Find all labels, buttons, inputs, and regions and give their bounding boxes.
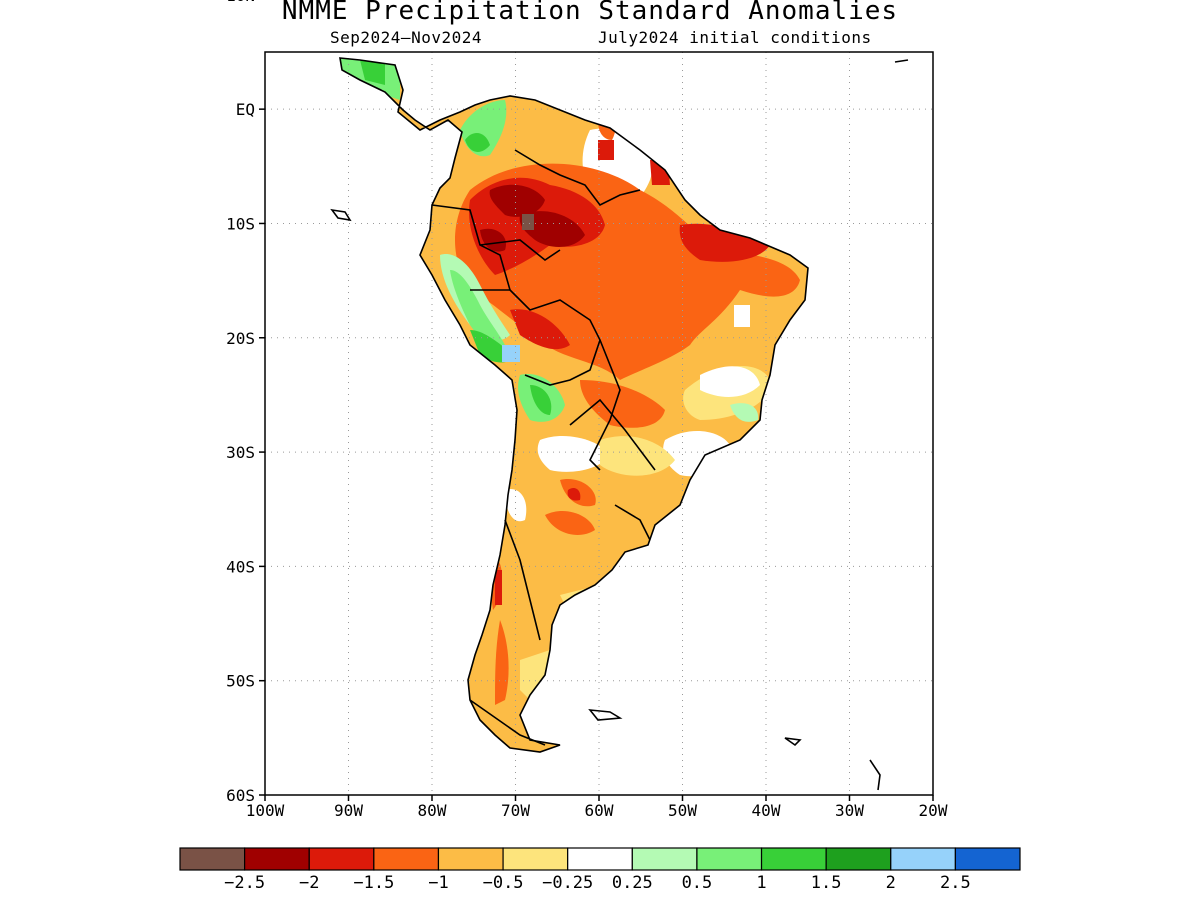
forecast-period: Sep2024–Nov2024 bbox=[330, 28, 482, 47]
colorbar-label: 1.5 bbox=[811, 873, 842, 893]
lon-tick-label: 60W bbox=[585, 801, 614, 820]
lat-tick-label: 20S bbox=[226, 329, 255, 348]
colorbar-swatch bbox=[760, 847, 827, 871]
colorbar-swatch bbox=[696, 847, 763, 871]
colorbar-labels: −2.5 −2 −1.5 −1 −0.5 −0.25 0.25 0.5 1 1.5 2 2.5 bbox=[224, 873, 971, 893]
lat-tick-label: 30S bbox=[226, 443, 255, 462]
lat-tick-label: 10S bbox=[226, 214, 255, 233]
colorbar-label: −1.5 bbox=[353, 873, 394, 893]
colorbar-swatch bbox=[890, 847, 956, 871]
lon-tick-label: 100W bbox=[246, 801, 285, 820]
lon-tick-label: 40W bbox=[752, 801, 781, 820]
colorbar-swatch bbox=[954, 847, 1021, 871]
colorbar-label: −0.5 bbox=[483, 873, 524, 893]
lon-tick-label: 50W bbox=[668, 801, 697, 820]
coastlines bbox=[330, 57, 909, 791]
colorbar-swatch bbox=[502, 847, 569, 871]
colorbar-swatch bbox=[179, 847, 246, 871]
lon-tick-label: 30W bbox=[835, 801, 864, 820]
colorbar-label: −2 bbox=[299, 873, 319, 893]
colorbar-swatch bbox=[437, 847, 504, 871]
colorbar-label: 2 bbox=[886, 873, 896, 893]
lat-tick-label: 10N bbox=[226, 0, 255, 5]
lon-tick-label: 70W bbox=[501, 801, 530, 820]
lon-tick-label: 90W bbox=[334, 801, 363, 820]
colorbar-label: −2.5 bbox=[224, 873, 265, 893]
colorbar-swatch bbox=[567, 847, 633, 871]
lon-tick-label: 20W bbox=[919, 801, 948, 820]
colorbar-label: 1 bbox=[756, 873, 766, 893]
initial-conditions: July2024 initial conditions bbox=[598, 28, 872, 47]
colorbar-label: −0.25 bbox=[542, 873, 593, 893]
colorbar bbox=[179, 847, 1021, 871]
colorbar-label: 0.5 bbox=[682, 873, 713, 893]
colorbar-swatch bbox=[244, 847, 310, 871]
colorbar-label: −1 bbox=[428, 873, 448, 893]
colorbar-swatch bbox=[373, 847, 440, 871]
longitude-axis: 100W 90W 80W 70W 60W 50W 40W 30W 20W bbox=[246, 795, 948, 820]
latitude-axis: 10N EQ 10S 20S 30S 40S 50S 60S bbox=[226, 0, 265, 805]
colorbar-label: 0.25 bbox=[612, 873, 653, 893]
map-title: NMME Precipitation Standard Anomalies bbox=[281, 0, 899, 26]
lat-tick-label: 50S bbox=[226, 672, 255, 691]
lat-tick-label: EQ bbox=[236, 100, 255, 119]
colorbar-swatch bbox=[825, 847, 892, 871]
lat-tick-label: 40S bbox=[226, 557, 255, 576]
colorbar-swatch bbox=[631, 847, 698, 871]
lon-tick-label: 80W bbox=[418, 801, 447, 820]
colorbar-label: 2.5 bbox=[940, 873, 971, 893]
colorbar-swatch bbox=[308, 847, 375, 871]
lat-tick-label: 60S bbox=[226, 786, 255, 805]
